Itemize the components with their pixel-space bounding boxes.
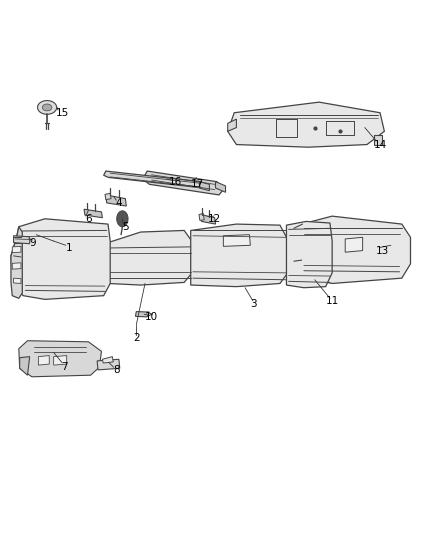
Polygon shape	[374, 135, 382, 144]
Polygon shape	[117, 211, 128, 227]
Text: 15: 15	[56, 108, 69, 118]
Polygon shape	[135, 312, 149, 317]
Text: 12: 12	[208, 214, 221, 224]
Polygon shape	[101, 230, 193, 285]
Text: 7: 7	[61, 362, 68, 372]
Polygon shape	[97, 359, 120, 370]
Text: 4: 4	[116, 198, 122, 208]
Polygon shape	[286, 221, 332, 288]
Text: 16: 16	[169, 176, 182, 187]
Polygon shape	[42, 104, 52, 111]
Polygon shape	[228, 119, 237, 131]
Text: 14: 14	[374, 140, 387, 150]
Polygon shape	[20, 357, 30, 375]
Polygon shape	[12, 246, 21, 253]
Polygon shape	[12, 263, 21, 269]
Text: 9: 9	[29, 238, 36, 248]
Polygon shape	[19, 341, 102, 377]
Polygon shape	[11, 219, 110, 300]
Polygon shape	[143, 171, 223, 195]
Polygon shape	[14, 278, 21, 284]
Polygon shape	[191, 224, 289, 287]
Polygon shape	[293, 216, 410, 284]
Polygon shape	[201, 215, 215, 224]
Text: 3: 3	[251, 298, 257, 309]
Polygon shape	[39, 356, 49, 365]
Polygon shape	[105, 193, 111, 200]
Text: 1: 1	[66, 243, 72, 253]
Polygon shape	[11, 227, 22, 298]
Text: 13: 13	[375, 246, 389, 256]
Polygon shape	[102, 357, 113, 363]
Polygon shape	[53, 356, 67, 365]
Polygon shape	[14, 236, 30, 244]
Text: 17: 17	[191, 179, 204, 189]
Polygon shape	[223, 235, 251, 246]
Text: 10: 10	[145, 312, 158, 322]
Polygon shape	[84, 209, 102, 217]
Polygon shape	[104, 171, 204, 188]
Polygon shape	[215, 182, 226, 192]
Text: 11: 11	[325, 296, 339, 306]
Text: 8: 8	[113, 365, 120, 375]
Polygon shape	[228, 102, 385, 147]
Polygon shape	[199, 182, 209, 191]
Polygon shape	[38, 101, 57, 114]
Text: 5: 5	[122, 222, 129, 232]
Polygon shape	[106, 195, 126, 206]
Polygon shape	[199, 214, 204, 220]
Polygon shape	[345, 237, 363, 252]
Text: 6: 6	[85, 214, 92, 224]
Text: 2: 2	[133, 333, 140, 343]
